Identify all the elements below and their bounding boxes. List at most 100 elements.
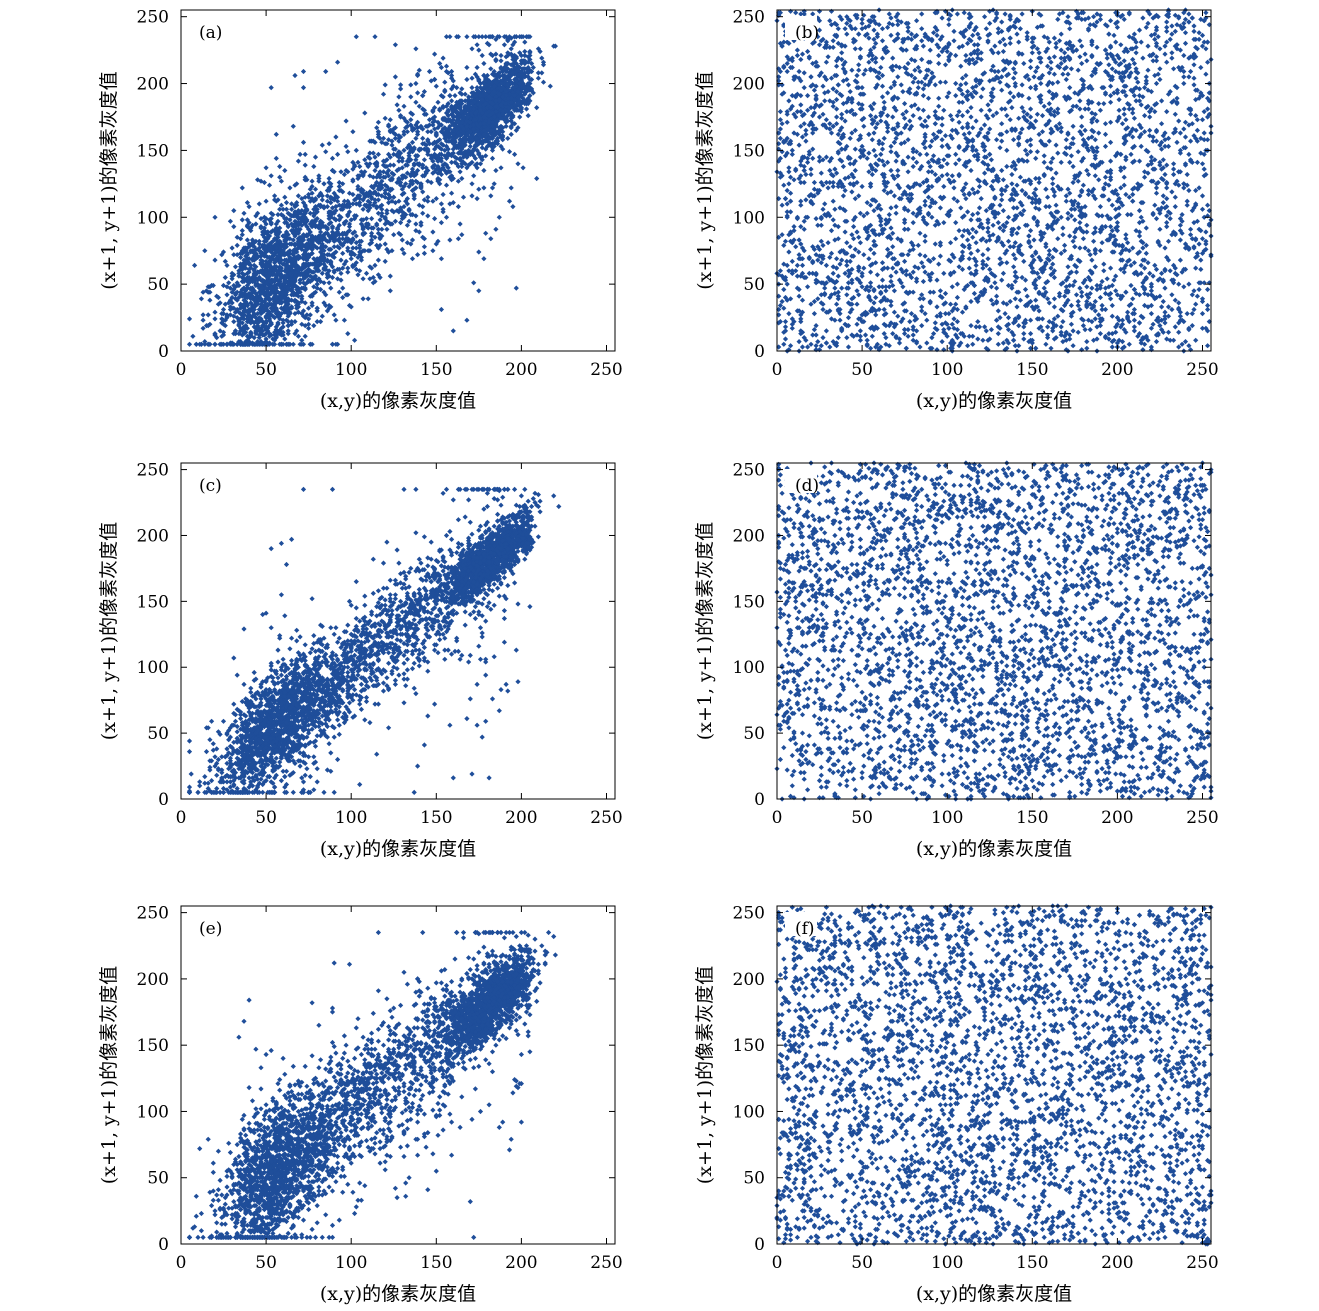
data-point bbox=[265, 308, 271, 314]
x-tick-label: 250 bbox=[590, 360, 622, 380]
data-point bbox=[459, 232, 465, 238]
data-point bbox=[513, 285, 519, 291]
data-point bbox=[520, 165, 526, 171]
data-point bbox=[450, 146, 456, 152]
data-point bbox=[319, 313, 325, 319]
data-point bbox=[263, 165, 269, 171]
data-point bbox=[289, 321, 295, 327]
data-point bbox=[357, 268, 363, 274]
data-point bbox=[239, 185, 245, 191]
panel-label: (a) bbox=[199, 23, 222, 43]
data-point bbox=[270, 228, 276, 234]
data-point bbox=[455, 123, 461, 129]
data-point bbox=[340, 181, 346, 187]
data-point bbox=[272, 337, 278, 343]
data-point bbox=[464, 165, 470, 171]
data-point bbox=[413, 135, 419, 141]
data-point bbox=[1123, 117, 1129, 123]
data-point bbox=[386, 173, 392, 179]
data-point bbox=[934, 277, 940, 283]
data-point bbox=[879, 146, 886, 152]
data-point bbox=[443, 63, 450, 69]
data-point bbox=[295, 158, 301, 164]
data-point bbox=[266, 182, 273, 188]
data-point bbox=[479, 52, 485, 59]
data-point bbox=[273, 221, 279, 227]
data-point bbox=[319, 197, 325, 203]
data-point bbox=[309, 178, 315, 184]
data-point bbox=[345, 213, 351, 219]
data-point bbox=[375, 119, 381, 125]
data-point bbox=[304, 224, 310, 230]
data-point bbox=[299, 270, 305, 276]
data-point bbox=[353, 34, 359, 40]
data-point bbox=[375, 197, 381, 203]
data-point bbox=[464, 76, 470, 83]
data-point bbox=[382, 115, 388, 121]
data-point bbox=[338, 270, 344, 276]
data-point bbox=[377, 135, 383, 141]
data-point bbox=[440, 55, 446, 61]
data-point bbox=[398, 82, 404, 88]
data-point bbox=[277, 206, 283, 212]
data-point bbox=[450, 328, 456, 334]
data-point bbox=[302, 151, 308, 157]
data-point bbox=[328, 261, 334, 267]
data-point bbox=[387, 117, 393, 123]
data-point bbox=[398, 182, 404, 188]
data-point bbox=[827, 344, 833, 350]
data-point bbox=[447, 237, 453, 243]
data-point bbox=[920, 278, 926, 285]
data-point bbox=[512, 76, 518, 83]
data-point bbox=[311, 323, 317, 329]
data-point bbox=[331, 312, 337, 318]
data-point bbox=[401, 204, 407, 210]
data-point bbox=[1043, 186, 1049, 192]
data-point bbox=[437, 60, 443, 67]
data-point bbox=[505, 135, 511, 141]
data-point bbox=[350, 159, 356, 165]
data-point bbox=[238, 254, 244, 260]
data-point bbox=[1131, 115, 1137, 121]
data-point bbox=[447, 93, 453, 99]
data-point bbox=[285, 319, 291, 325]
data-point bbox=[1198, 257, 1204, 263]
data-point bbox=[255, 317, 261, 323]
data-point bbox=[539, 70, 545, 76]
data-point bbox=[1051, 35, 1057, 41]
data-point bbox=[927, 47, 933, 53]
data-point bbox=[243, 339, 249, 345]
x-tick-label: 200 bbox=[505, 360, 537, 380]
data-point bbox=[825, 185, 831, 191]
data-point bbox=[835, 273, 841, 279]
data-point bbox=[224, 262, 230, 268]
data-point bbox=[489, 155, 496, 161]
data-point bbox=[239, 228, 245, 234]
data-point bbox=[277, 163, 283, 170]
data-point bbox=[299, 321, 305, 327]
data-point bbox=[1101, 261, 1107, 267]
data-point bbox=[449, 138, 455, 144]
data-point bbox=[251, 320, 257, 326]
data-point bbox=[515, 161, 521, 167]
data-point bbox=[226, 300, 232, 306]
y-tick-label: 0 bbox=[158, 342, 169, 362]
data-point bbox=[1164, 109, 1170, 115]
data-point bbox=[338, 257, 344, 263]
data-point bbox=[455, 150, 461, 156]
data-point bbox=[834, 114, 840, 120]
data-point bbox=[879, 94, 886, 100]
data-point bbox=[1106, 62, 1112, 68]
data-point bbox=[1029, 50, 1035, 56]
data-point bbox=[227, 312, 233, 318]
data-point bbox=[309, 183, 315, 190]
data-point bbox=[905, 169, 911, 175]
data-point bbox=[469, 46, 475, 52]
data-point bbox=[227, 218, 233, 224]
data-point bbox=[238, 311, 244, 317]
data-point bbox=[413, 221, 419, 227]
data-point bbox=[469, 181, 475, 187]
data-point bbox=[936, 95, 942, 101]
data-point bbox=[464, 64, 470, 71]
data-point bbox=[350, 230, 356, 236]
